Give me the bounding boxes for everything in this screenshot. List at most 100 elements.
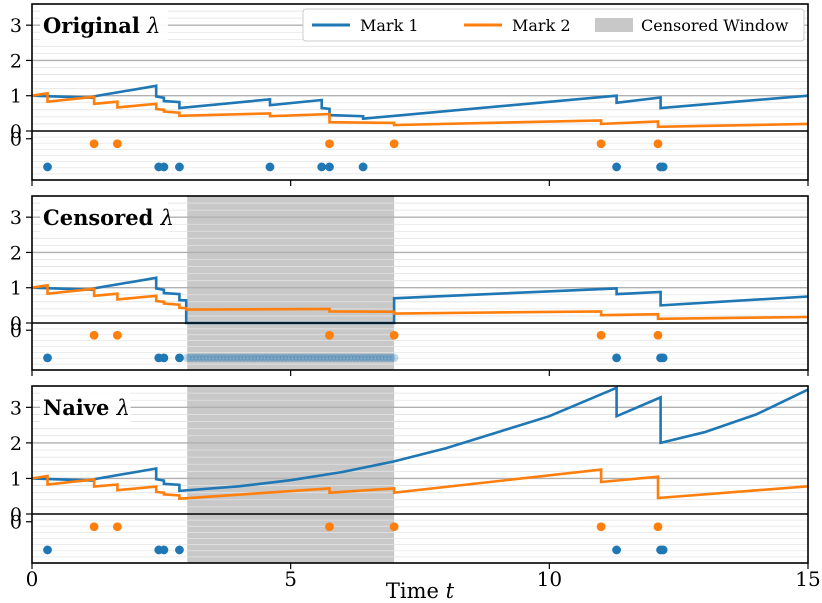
event-dot-mark-2 — [89, 522, 99, 532]
censored-event-dot — [379, 353, 389, 363]
event-dot-mark-1 — [358, 162, 368, 172]
censored-event-dot — [362, 353, 371, 363]
panel-title: Original λ — [40, 10, 168, 40]
censored-event-dot — [258, 353, 268, 363]
panel-title-symbol: λ — [146, 14, 160, 38]
y-tick-label: 2 — [10, 242, 22, 264]
censored-event-dot — [348, 353, 358, 363]
censored-event-dot — [303, 353, 313, 363]
censored-event-dot — [238, 353, 247, 363]
censored-event-dot — [358, 353, 368, 363]
censored-event-dot — [210, 353, 220, 363]
censored-event-dot — [293, 353, 302, 363]
y-tick-label: 0 — [10, 512, 22, 534]
x-axis-label-symbol: t — [446, 579, 455, 603]
panel-original: 0 1 2 3 0 Original λ Mark 1 Mark 2 Censored Wind… — [10, 3, 809, 186]
event-dot-mark-1 — [159, 545, 169, 555]
panel-title: Censored λ — [40, 202, 174, 232]
event-dot-mark-1 — [658, 545, 668, 555]
panel-plot-area — [32, 196, 808, 370]
censored-event-dot — [220, 353, 230, 363]
event-dot-mark-1 — [175, 353, 184, 363]
event-dot-mark-1 — [325, 162, 334, 172]
censored-event-dot — [344, 353, 354, 363]
series-line-mark-1 — [32, 386, 808, 493]
event-dot-mark-1 — [43, 162, 52, 172]
censored-event-dot — [241, 353, 251, 363]
event-dot-mark-2 — [389, 330, 399, 340]
panel-title: Naive λ — [40, 392, 131, 422]
y-tick-label: 1 — [10, 468, 22, 490]
censored-event-dot — [313, 353, 323, 363]
event-dot-mark-1 — [175, 162, 184, 172]
panel-title-word: Censored — [43, 205, 161, 230]
panel-title-text: Original λ — [43, 13, 160, 38]
event-dot-mark-1 — [159, 353, 169, 363]
panel-title-text: Censored λ — [43, 205, 174, 230]
censored-event-dot — [213, 353, 223, 363]
censored-event-dot — [200, 353, 209, 363]
censored-event-dot — [207, 353, 216, 363]
y-tick-label: 0 — [10, 129, 22, 151]
censored-event-dot — [365, 353, 375, 363]
panel-title-text: Naive λ — [43, 395, 130, 420]
x-axis-label-word: Time — [386, 579, 446, 603]
y-tick-label: 1 — [10, 278, 22, 300]
censored-event-dot — [234, 353, 244, 363]
event-dot-mark-2 — [89, 330, 99, 340]
event-dot-mark-1 — [658, 353, 668, 363]
event-dot-mark-1 — [175, 545, 184, 555]
censored-event-dot — [310, 353, 320, 363]
panel-title-backdrop — [40, 10, 168, 40]
y-tick-label: 3 — [10, 207, 22, 229]
y-tick-label: 3 — [10, 397, 22, 419]
y-tick-label: 1 — [10, 86, 22, 108]
censored-event-dot — [227, 353, 237, 363]
event-dot-mark-1 — [43, 353, 52, 363]
censored-event-dot — [317, 353, 327, 363]
y-tick-label: 0 — [10, 320, 22, 342]
y-tick-label: 2 — [10, 433, 22, 455]
censored-event-dot — [189, 353, 199, 363]
censored-event-dot — [276, 353, 285, 363]
event-dot-mark-2 — [596, 330, 606, 340]
censored-event-dot — [269, 353, 278, 363]
event-dot-mark-1 — [612, 545, 621, 555]
censored-window — [187, 386, 395, 563]
event-dot-mark-2 — [325, 330, 334, 340]
censored-event-dot — [272, 353, 282, 363]
censored-event-dot — [289, 353, 299, 363]
censored-event-dot — [351, 353, 361, 363]
censored-event-dot — [231, 353, 240, 363]
censored-event-dot — [286, 353, 295, 363]
legend: Mark 1 Mark 2 Censored Window — [302, 8, 805, 42]
legend-label: Censored Window — [641, 16, 789, 35]
event-dot-mark-2 — [653, 139, 663, 149]
panel-frame — [31, 3, 809, 181]
censored-event-dot — [338, 353, 347, 363]
y-tick-label: 3 — [10, 15, 22, 37]
censored-event-dot — [334, 353, 344, 363]
panel-title-backdrop — [40, 392, 131, 422]
event-dot-mark-2 — [325, 522, 334, 532]
censored-event-dot — [262, 353, 271, 363]
censored-event-dot — [369, 353, 378, 363]
censored-event-dot — [320, 353, 330, 363]
censored-event-dot — [355, 353, 364, 363]
censored-event-dot — [324, 353, 333, 363]
event-dot-mark-2 — [596, 139, 606, 149]
censored-event-dot — [382, 353, 392, 363]
x-tick-label: 10 — [537, 567, 562, 591]
y-tick-label: 2 — [10, 50, 22, 72]
x-tick-label: 5 — [284, 567, 297, 591]
censored-event-dot — [372, 353, 382, 363]
censored-event-dot — [376, 353, 385, 363]
panel-frame — [31, 385, 809, 564]
event-dot-mark-2 — [389, 522, 399, 532]
censored-event-dot — [307, 353, 316, 363]
censored-event-dot — [296, 353, 306, 363]
censored-event-dot — [331, 353, 340, 363]
event-dot-mark-1 — [265, 162, 275, 172]
event-dot-mark-2 — [112, 522, 122, 532]
y-tick-label: 0 — [10, 313, 22, 335]
